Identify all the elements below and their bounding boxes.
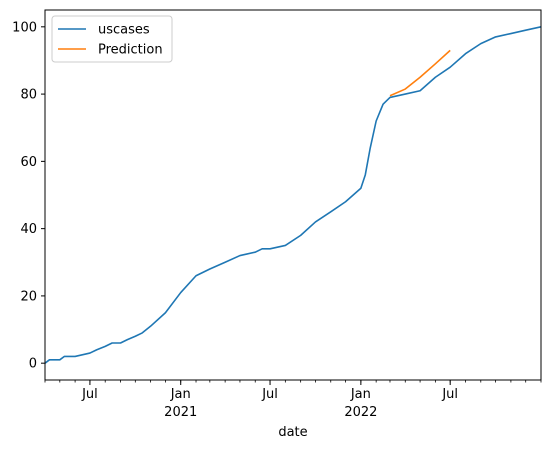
plot-frame bbox=[44, 9, 542, 381]
x-tick-label: Jul bbox=[81, 387, 98, 402]
x-axis-label: date bbox=[278, 425, 307, 440]
x-tick-year-label: 2021 bbox=[164, 405, 197, 420]
y-tick-label: 100 bbox=[12, 20, 37, 35]
x-tick-label: Jan bbox=[170, 387, 191, 402]
legend-label-uscases: uscases bbox=[98, 23, 150, 38]
x-axis: Jul Jan 2021 Jul Jan 2022 Jul bbox=[44, 380, 542, 420]
legend-box bbox=[51, 15, 173, 63]
x-tick-year-label: 2022 bbox=[344, 405, 377, 420]
legend: uscases Prediction bbox=[51, 15, 173, 63]
x-tick-label: Jul bbox=[261, 387, 278, 402]
series-line-uscases bbox=[44, 26, 542, 364]
y-axis: 0 20 40 60 80 100 bbox=[12, 20, 45, 372]
x-tick-label: Jan bbox=[350, 387, 371, 402]
series-line-prediction bbox=[389, 49, 451, 97]
y-tick-label: 80 bbox=[20, 88, 37, 103]
y-tick-label: 40 bbox=[20, 222, 37, 237]
series-layer bbox=[44, 26, 542, 364]
y-tick-label: 20 bbox=[20, 289, 37, 304]
y-tick-label: 60 bbox=[20, 155, 37, 170]
legend-label-prediction: Prediction bbox=[98, 43, 163, 58]
x-tick-label: Jul bbox=[441, 387, 458, 402]
y-tick-label: 0 bbox=[29, 357, 37, 372]
